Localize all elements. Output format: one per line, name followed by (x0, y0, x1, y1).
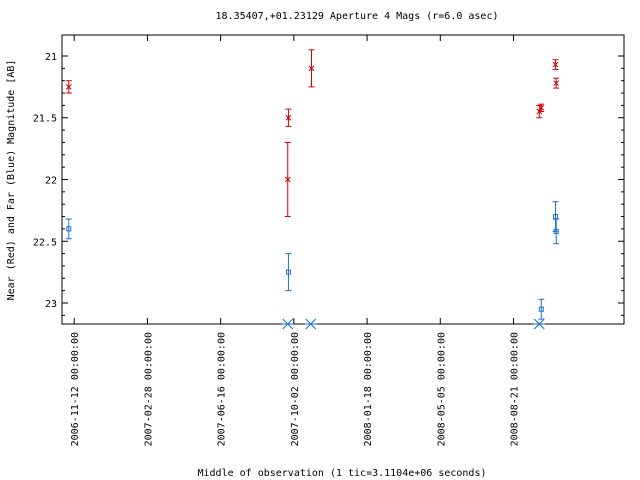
plot-border (61, 34, 625, 325)
x-axis-ticks: 2006-11-12 00:00:00 2007-02-28 00:00:00 20… (70, 35, 520, 446)
data-markers (65, 61, 560, 312)
data-point-x (553, 80, 560, 87)
x-tick-label: 2008-01-18 00:00:00 (363, 332, 374, 446)
y-tick-label: 23 (45, 299, 57, 310)
data-point-x (284, 176, 291, 183)
limit-marker (281, 318, 294, 330)
data-point-square (285, 269, 291, 275)
x-tick-label: 2006-11-12 00:00:00 (70, 332, 81, 446)
y-tick-label: 22.5 (33, 237, 57, 248)
data-point-x (552, 61, 559, 68)
data-point-square (538, 306, 544, 312)
data-point-x (536, 108, 543, 115)
data-point-x (285, 114, 292, 121)
limit-marker (304, 318, 317, 330)
data-point-square (553, 228, 559, 234)
x-tick-label: 2007-02-28 00:00:00 (143, 332, 154, 446)
x-tick-label: 2008-05-05 00:00:00 (436, 332, 447, 446)
y-tick-label: 21 (45, 52, 57, 63)
y-axis-ticks: 21 21.5 22 22.5 23 (33, 52, 624, 316)
x-axis-label: Middle of observation (1 tic=3.1104e+06 … (198, 468, 487, 479)
data-point-x (65, 84, 72, 90)
data-point-square (553, 214, 559, 220)
data-point-square (66, 226, 72, 232)
x-tick-label: 2007-06-16 00:00:00 (217, 332, 228, 446)
limit-markers (281, 318, 546, 330)
plot-frame (61, 34, 625, 325)
chart-title: 18.35407,+01.23129 Aperture 4 Mags (r=6.… (216, 11, 499, 22)
y-axis-label: Near (Red) and Far (Blue) Magnitude [AB] (6, 60, 17, 301)
error-bars (65, 49, 560, 320)
x-tick-label: 2008-08-21 00:00:00 (509, 332, 520, 446)
limit-marker (533, 318, 546, 330)
data-point-x (308, 65, 315, 72)
y-tick-label: 21.5 (33, 114, 57, 125)
y-tick-label: 22 (45, 176, 57, 187)
data-point-x (538, 105, 545, 111)
x-tick-label: 2007-10-02 00:00:00 (290, 332, 301, 446)
